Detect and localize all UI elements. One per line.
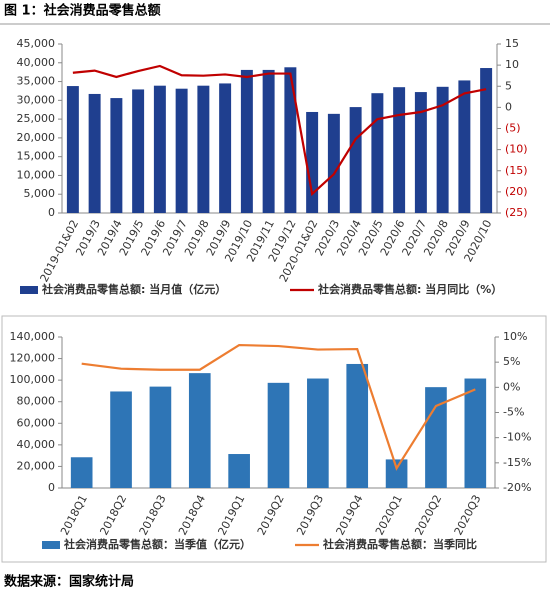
y2-tick-label: 10 — [505, 58, 519, 71]
x-tick-label: 2019Q3 — [294, 493, 326, 538]
bar — [480, 68, 493, 213]
x-tick-label: 2018Q2 — [97, 493, 129, 538]
x-tick-label: 2020Q3 — [452, 493, 484, 538]
bar — [327, 113, 340, 213]
line-series — [72, 64, 487, 197]
figure-title: 图 1：社会消费品零售总额 — [4, 3, 161, 19]
bar — [267, 382, 290, 488]
bar — [197, 85, 210, 213]
bar — [436, 86, 449, 213]
bar — [307, 378, 329, 488]
x-tick-label: 2020Q2 — [412, 493, 444, 538]
bar — [219, 83, 232, 213]
y2-tick-label: -15% — [503, 456, 531, 469]
bar — [88, 93, 101, 213]
bar — [284, 67, 297, 213]
y2-tick-label: 0% — [503, 380, 520, 393]
y-tick-label: 100,000 — [10, 373, 56, 386]
x-tick-label: 2018Q1 — [58, 493, 90, 538]
bar — [66, 86, 79, 213]
y-tick-label: 140,000 — [10, 330, 56, 343]
bar — [349, 107, 362, 213]
y-tick-label: 25,000 — [17, 112, 56, 125]
y2-tick-label: (25) — [505, 206, 528, 219]
y-tick-label: 60,000 — [17, 416, 56, 429]
bar — [110, 98, 123, 213]
bar — [393, 87, 406, 213]
chart-frame — [1, 315, 547, 563]
legend-label: 社会消费品零售总额：当季同比 — [322, 537, 477, 551]
legend-label: 社会消费品零售总额: 当月同比（%） — [317, 282, 502, 296]
y2-tick-label: -5% — [503, 406, 524, 419]
y-tick-label: 20,000 — [17, 131, 56, 144]
y2-tick-label: 10% — [503, 330, 527, 343]
y-tick-label: 120,000 — [10, 352, 56, 365]
bar — [425, 387, 447, 488]
y-tick-label: 0 — [48, 206, 55, 219]
y2-tick-label: (15) — [505, 164, 528, 177]
y2-tick-label: (20) — [505, 185, 528, 198]
x-tick-label: 2020Q1 — [373, 493, 405, 538]
bar — [70, 457, 93, 488]
x-tick-label: 2019Q1 — [215, 493, 247, 538]
y-tick-label: 30,000 — [17, 93, 56, 106]
y-tick-label: 35,000 — [17, 75, 56, 88]
legend-swatch — [20, 286, 38, 294]
y2-tick-label: 15 — [505, 37, 519, 50]
bar — [149, 386, 172, 488]
bar — [458, 80, 471, 213]
y2-tick-label: -20% — [503, 481, 531, 494]
line-series — [81, 343, 476, 471]
x-tick-label: 2018Q3 — [137, 493, 169, 538]
legend-swatch — [42, 541, 60, 549]
y-tick-label: 0 — [48, 481, 55, 494]
y2-tick-label: 5 — [505, 79, 512, 92]
source-note: 数据来源：国家统计局 — [4, 574, 134, 590]
legend-label: 社会消费品零售总额: 当月值（亿元） — [41, 282, 226, 296]
y2-tick-label: (10) — [505, 143, 528, 156]
bar — [385, 459, 408, 488]
y-tick-label: 5,000 — [24, 187, 56, 200]
y-tick-label: 15,000 — [17, 150, 56, 163]
y-tick-label: 10,000 — [17, 168, 56, 181]
bar — [414, 92, 427, 213]
y-tick-label: 45,000 — [17, 37, 56, 50]
bar — [464, 378, 487, 488]
y2-tick-label: -10% — [503, 431, 531, 444]
y-tick-label: 40,000 — [17, 438, 56, 451]
legend-label: 社会消费品零售总额：当季值（亿元） — [63, 537, 251, 551]
bar — [240, 69, 253, 213]
y-tick-label: 20,000 — [17, 459, 56, 472]
bar — [306, 111, 319, 213]
bar — [153, 85, 166, 213]
x-tick-label: 2018Q4 — [176, 493, 208, 538]
bar — [110, 391, 132, 488]
y-tick-label: 80,000 — [17, 395, 56, 408]
y-tick-label: 40,000 — [17, 56, 56, 69]
y2-tick-label: (5) — [505, 122, 521, 135]
x-tick-label: 2019Q2 — [255, 493, 287, 538]
x-tick-label: 2019Q4 — [334, 493, 366, 538]
bar — [346, 363, 369, 488]
y2-tick-label: 0 — [505, 100, 512, 113]
bar — [188, 373, 211, 488]
bar — [228, 454, 250, 488]
bar — [262, 69, 275, 213]
bar — [132, 89, 145, 213]
bar — [371, 93, 384, 213]
bar — [175, 88, 188, 213]
y2-tick-label: 5% — [503, 355, 520, 368]
